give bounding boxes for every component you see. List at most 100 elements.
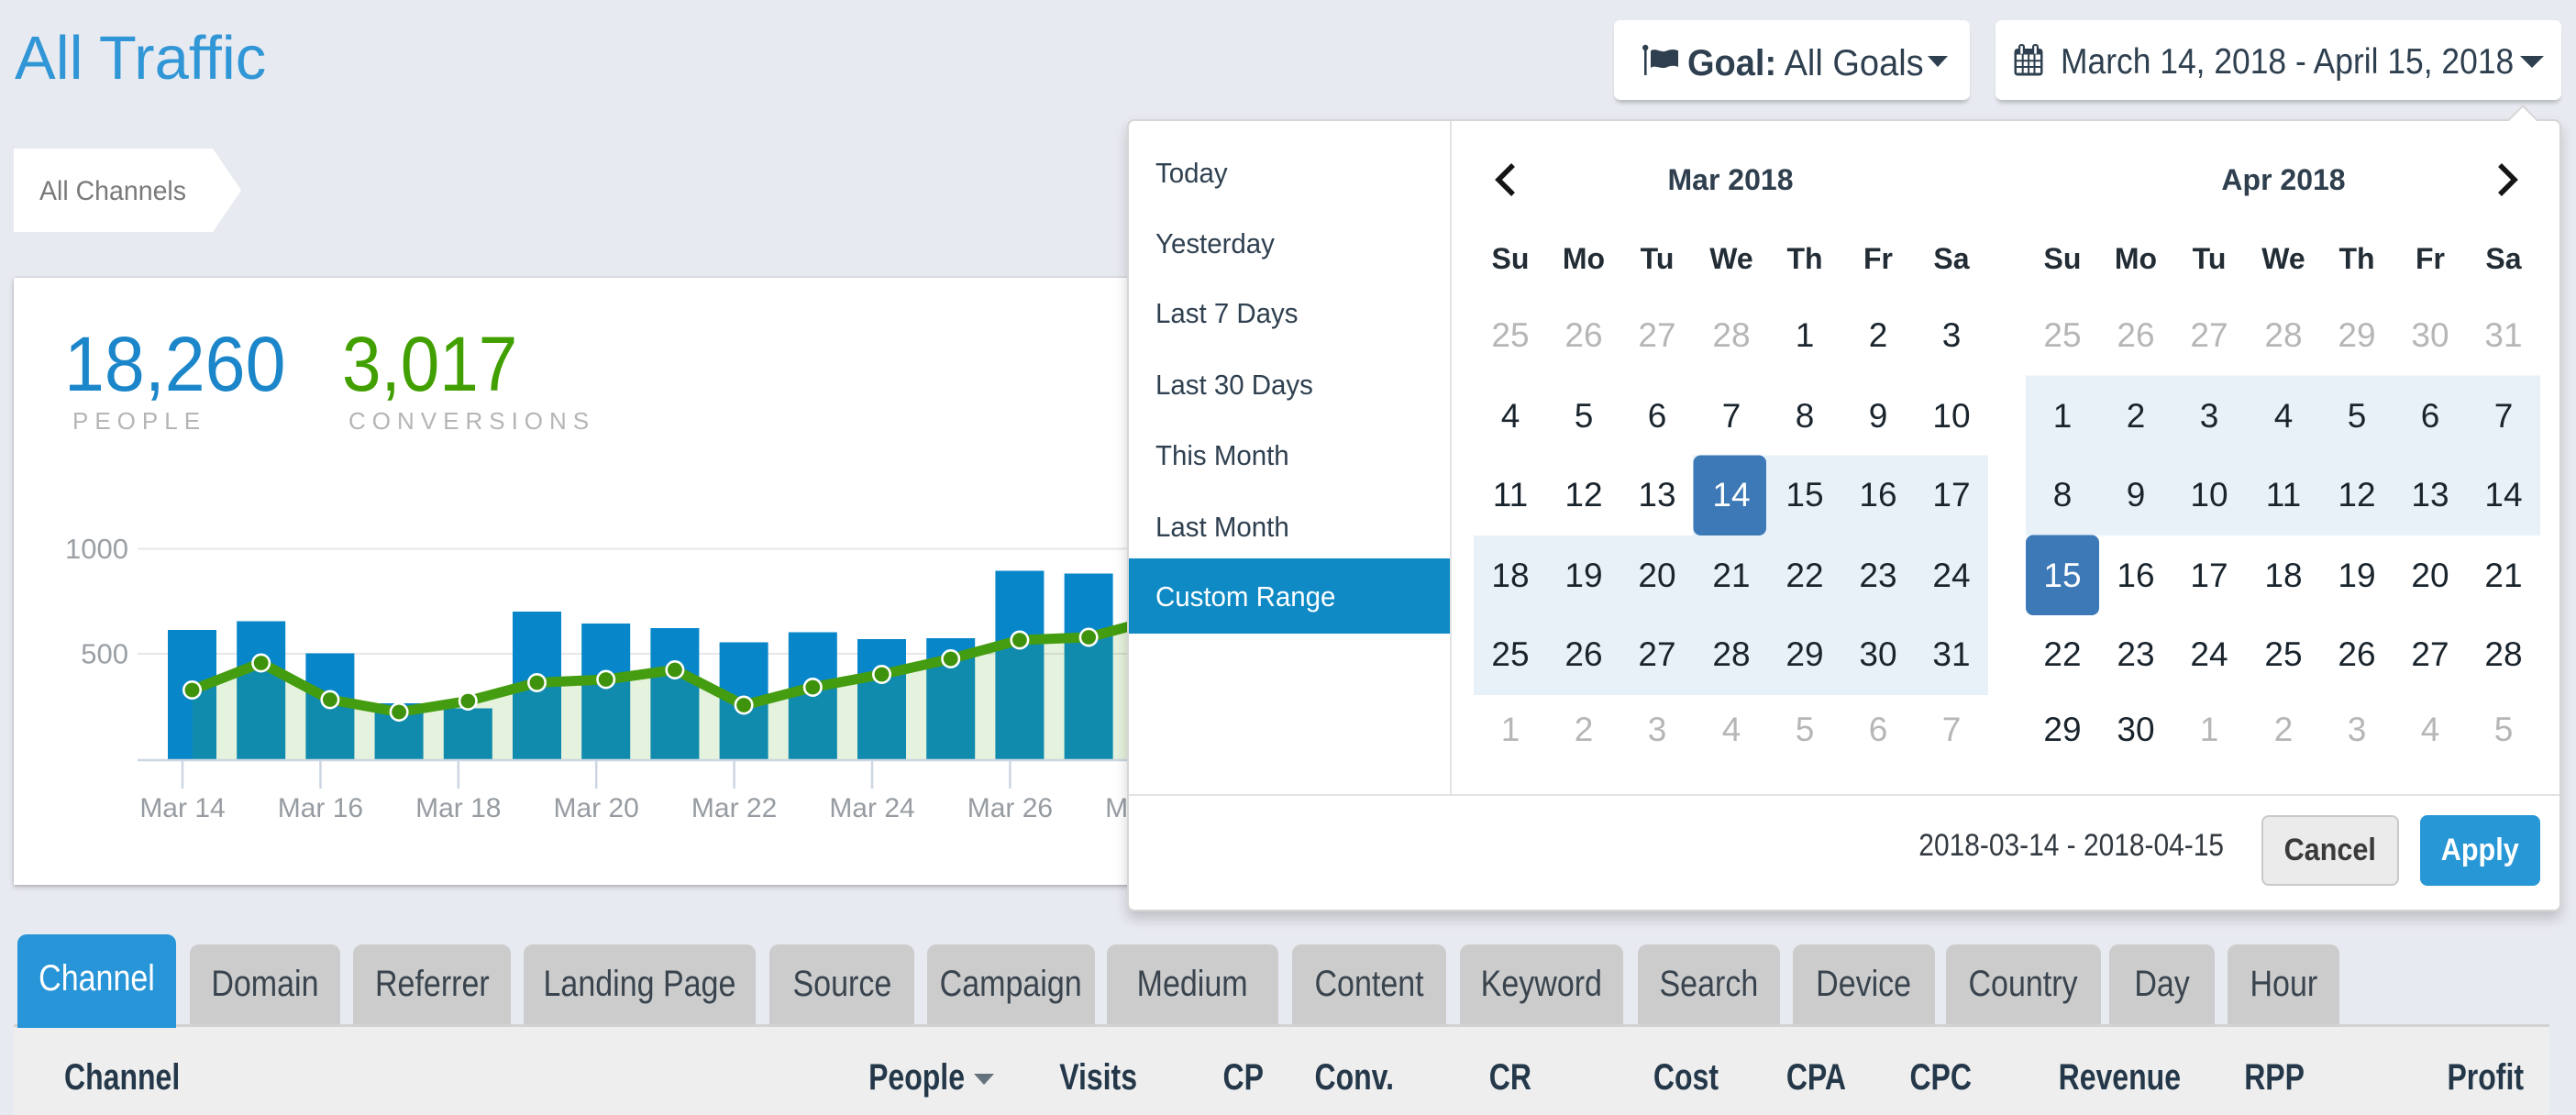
svg-text:1: 1	[1796, 316, 1815, 354]
svg-text:26: 26	[1564, 635, 1602, 673]
svg-text:29: 29	[1786, 635, 1823, 673]
svg-text:Mar 22: Mar 22	[691, 793, 777, 823]
svg-text:6: 6	[1869, 711, 1888, 748]
svg-text:28: 28	[2484, 635, 2522, 673]
svg-text:Tu: Tu	[2193, 242, 2227, 275]
svg-text:29: 29	[2043, 711, 2081, 748]
svg-text:25: 25	[1491, 635, 1529, 673]
svg-text:Mar 20: Mar 20	[554, 793, 639, 823]
svg-text:31: 31	[2484, 316, 2522, 354]
svg-text:1: 1	[2053, 397, 2073, 435]
svg-text:5: 5	[2348, 397, 2367, 435]
svg-text:Fr: Fr	[2416, 242, 2445, 275]
svg-text:18: 18	[1491, 557, 1529, 594]
svg-text:18: 18	[2264, 557, 2302, 594]
svg-text:11: 11	[2266, 476, 2301, 513]
svg-text:22: 22	[2043, 635, 2081, 673]
svg-text:10: 10	[1932, 397, 1970, 435]
svg-text:24: 24	[1932, 557, 1970, 594]
svg-text:23: 23	[2117, 635, 2154, 673]
svg-text:Mar 18: Mar 18	[415, 793, 501, 823]
svg-text:Su: Su	[2044, 242, 2082, 275]
svg-text:2: 2	[1575, 711, 1594, 748]
svg-text:9: 9	[2127, 476, 2146, 513]
svg-text:20: 20	[2411, 557, 2449, 594]
svg-text:26: 26	[2117, 316, 2154, 354]
svg-text:27: 27	[2190, 316, 2228, 354]
svg-text:16: 16	[1859, 476, 1896, 513]
svg-text:23: 23	[1859, 557, 1896, 594]
svg-text:27: 27	[1638, 635, 1675, 673]
svg-text:15: 15	[2043, 557, 2081, 594]
svg-text:21: 21	[2484, 557, 2522, 594]
svg-text:3: 3	[2200, 397, 2219, 435]
svg-text:4: 4	[1722, 711, 1741, 748]
svg-text:3: 3	[1942, 316, 1962, 354]
svg-text:19: 19	[1564, 557, 1602, 594]
svg-text:Th: Th	[2338, 242, 2374, 275]
svg-text:Apr 2018: Apr 2018	[2221, 163, 2345, 196]
svg-text:Mo: Mo	[2115, 242, 2157, 275]
svg-text:500: 500	[81, 638, 128, 670]
svg-text:5: 5	[1575, 397, 1594, 435]
svg-text:10: 10	[2190, 476, 2228, 513]
svg-text:2: 2	[1869, 316, 1888, 354]
svg-text:17: 17	[2190, 557, 2228, 594]
svg-text:25: 25	[2264, 635, 2302, 673]
svg-text:2: 2	[2127, 397, 2146, 435]
svg-text:Mar 24: Mar 24	[829, 793, 914, 823]
svg-text:9: 9	[1869, 397, 1888, 435]
svg-text:30: 30	[2411, 316, 2449, 354]
svg-text:26: 26	[2338, 635, 2375, 673]
svg-text:2: 2	[2274, 711, 2294, 748]
svg-text:4: 4	[2274, 397, 2294, 435]
svg-text:29: 29	[2338, 316, 2375, 354]
svg-text:7: 7	[2494, 397, 2514, 435]
svg-text:28: 28	[2264, 316, 2302, 354]
svg-text:Su: Su	[1492, 242, 1530, 275]
svg-text:14: 14	[1712, 476, 1750, 513]
svg-text:24: 24	[2190, 635, 2228, 673]
svg-text:16: 16	[2117, 557, 2154, 594]
svg-text:25: 25	[2043, 316, 2081, 354]
svg-text:5: 5	[2494, 711, 2514, 748]
svg-text:1: 1	[1501, 711, 1520, 748]
svg-text:8: 8	[2053, 476, 2073, 513]
svg-text:11: 11	[1493, 476, 1528, 513]
svg-text:7: 7	[1942, 711, 1962, 748]
svg-text:4: 4	[2421, 711, 2440, 748]
svg-text:15: 15	[1786, 476, 1823, 513]
svg-text:Th: Th	[1786, 242, 1822, 275]
svg-text:27: 27	[2411, 635, 2449, 673]
svg-text:12: 12	[2338, 476, 2375, 513]
svg-text:Mo: Mo	[1563, 242, 1605, 275]
svg-text:3: 3	[1648, 711, 1667, 748]
svg-text:6: 6	[2421, 397, 2440, 435]
svg-text:1000: 1000	[65, 533, 128, 565]
svg-text:Mar 2018: Mar 2018	[1668, 163, 1794, 196]
svg-text:Fr: Fr	[1863, 242, 1893, 275]
svg-text:6: 6	[1648, 397, 1667, 435]
svg-text:30: 30	[2117, 711, 2154, 748]
svg-text:30: 30	[1859, 635, 1896, 673]
svg-text:21: 21	[1712, 557, 1750, 594]
svg-text:28: 28	[1712, 635, 1750, 673]
svg-text:26: 26	[1564, 316, 1602, 354]
svg-text:13: 13	[1638, 476, 1675, 513]
svg-text:4: 4	[1501, 397, 1520, 435]
svg-text:27: 27	[1638, 316, 1675, 354]
svg-text:8: 8	[1796, 397, 1815, 435]
svg-text:Mar 16: Mar 16	[278, 793, 363, 823]
svg-text:14: 14	[2484, 476, 2522, 513]
svg-text:Tu: Tu	[1641, 242, 1675, 275]
svg-text:12: 12	[1564, 476, 1602, 513]
svg-text:22: 22	[1786, 557, 1823, 594]
svg-text:19: 19	[2338, 557, 2375, 594]
svg-text:28: 28	[1712, 316, 1750, 354]
svg-text:7: 7	[1722, 397, 1741, 435]
svg-text:We: We	[1709, 242, 1752, 275]
svg-text:31: 31	[1932, 635, 1970, 673]
svg-text:We: We	[2261, 242, 2305, 275]
svg-text:Sa: Sa	[1933, 242, 1969, 275]
svg-text:20: 20	[1638, 557, 1675, 594]
